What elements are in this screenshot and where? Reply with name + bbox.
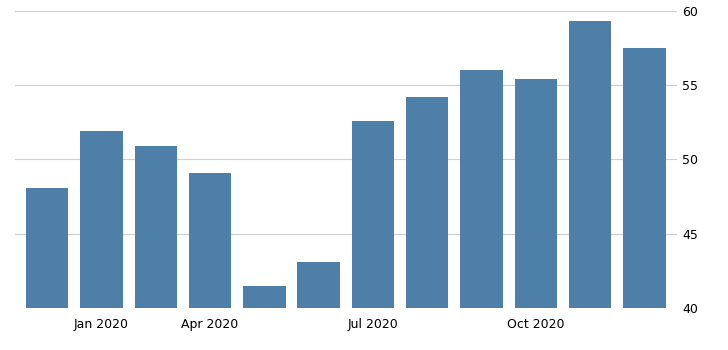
Bar bbox=[135, 146, 177, 308]
Bar bbox=[460, 70, 503, 308]
Bar bbox=[623, 48, 665, 308]
Bar bbox=[80, 131, 122, 308]
Bar bbox=[189, 173, 232, 308]
Bar bbox=[243, 286, 285, 308]
Bar bbox=[569, 21, 612, 308]
Bar bbox=[352, 120, 394, 308]
Bar bbox=[298, 262, 340, 308]
Bar bbox=[406, 97, 448, 308]
Bar bbox=[26, 188, 68, 308]
Bar bbox=[515, 79, 557, 308]
